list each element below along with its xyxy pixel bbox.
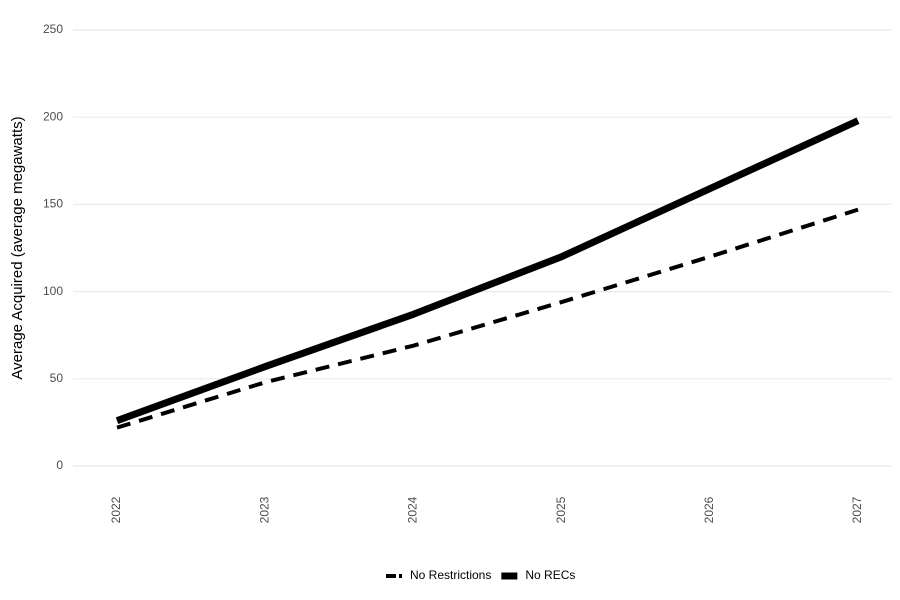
legend-label: No RECs: [525, 568, 575, 582]
y-tick-label: 100: [43, 284, 63, 298]
x-tick-label: 2022: [109, 496, 123, 523]
y-axis-label: Average Acquired (average megawatts): [9, 116, 26, 379]
x-tick-label: 2025: [554, 496, 568, 523]
y-tick-label: 150: [43, 197, 63, 211]
line-series: [115, 117, 860, 424]
y-tick-label: 50: [50, 371, 64, 385]
y-tick-label: 0: [56, 458, 63, 472]
y-tick-label: 250: [43, 22, 63, 36]
x-tick-label: 2026: [702, 496, 716, 523]
y-tick-label: 200: [43, 109, 63, 123]
x-tick-label: 2023: [257, 496, 271, 523]
x-tick-label: 2027: [850, 496, 864, 523]
x-tick-label: 2024: [406, 496, 420, 523]
line-series: [116, 207, 859, 430]
legend-label: No Restrictions: [410, 568, 491, 582]
